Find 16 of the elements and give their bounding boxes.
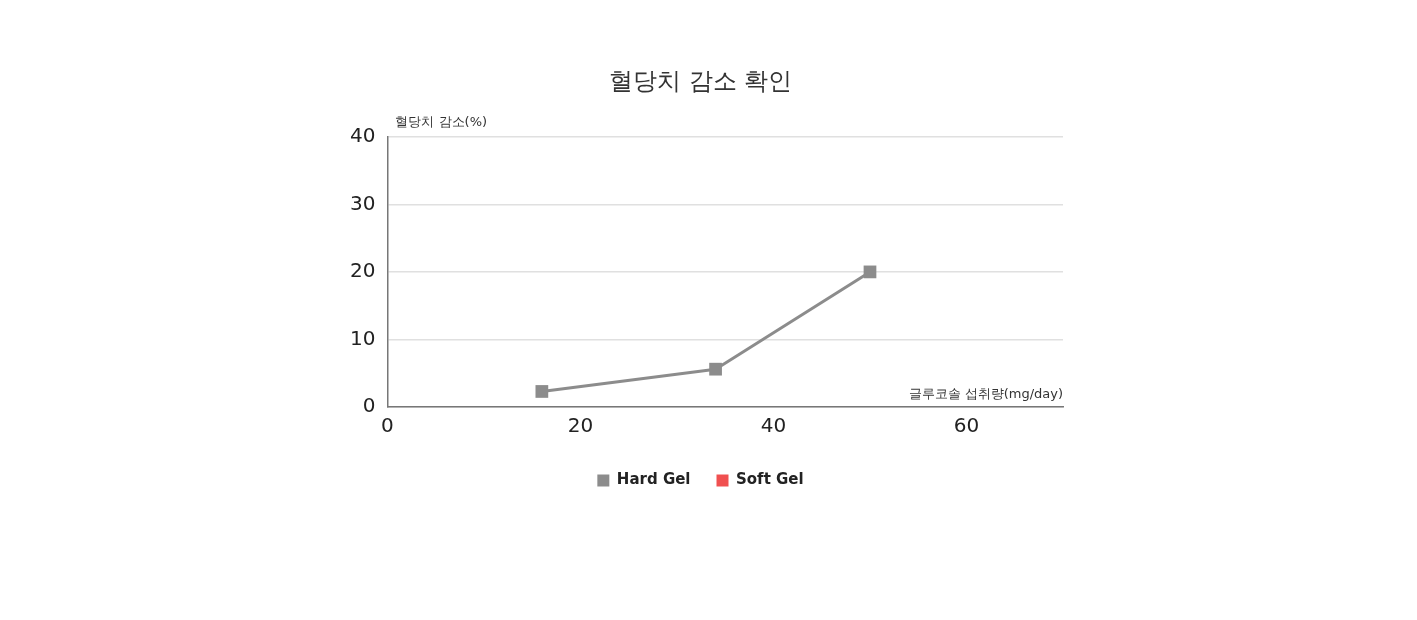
x-tick-label: 0 <box>381 413 394 438</box>
x-tick-label: 20 <box>567 413 594 438</box>
y-tick-label: 0 <box>362 393 376 418</box>
x-tick-label: 40 <box>760 413 787 438</box>
y-tick-label: 30 <box>350 190 376 215</box>
y-tick-label: 20 <box>350 258 376 283</box>
point <box>535 385 549 398</box>
legend-label: Hard Gel <box>616 470 691 489</box>
legend-label: Soft Gel <box>736 470 804 489</box>
y-tick-label: 40 <box>350 123 376 147</box>
x-axis-title: 글루코솔 섭취량(mg/day) <box>908 385 1063 401</box>
chart-title: 혈당치 감소 확인 <box>608 66 793 95</box>
point <box>709 362 722 376</box>
y-axis-title: 혈당치 감소(%) <box>395 113 488 129</box>
x-tick-label: 60 <box>953 413 980 438</box>
y-tick-label: 10 <box>350 325 376 350</box>
